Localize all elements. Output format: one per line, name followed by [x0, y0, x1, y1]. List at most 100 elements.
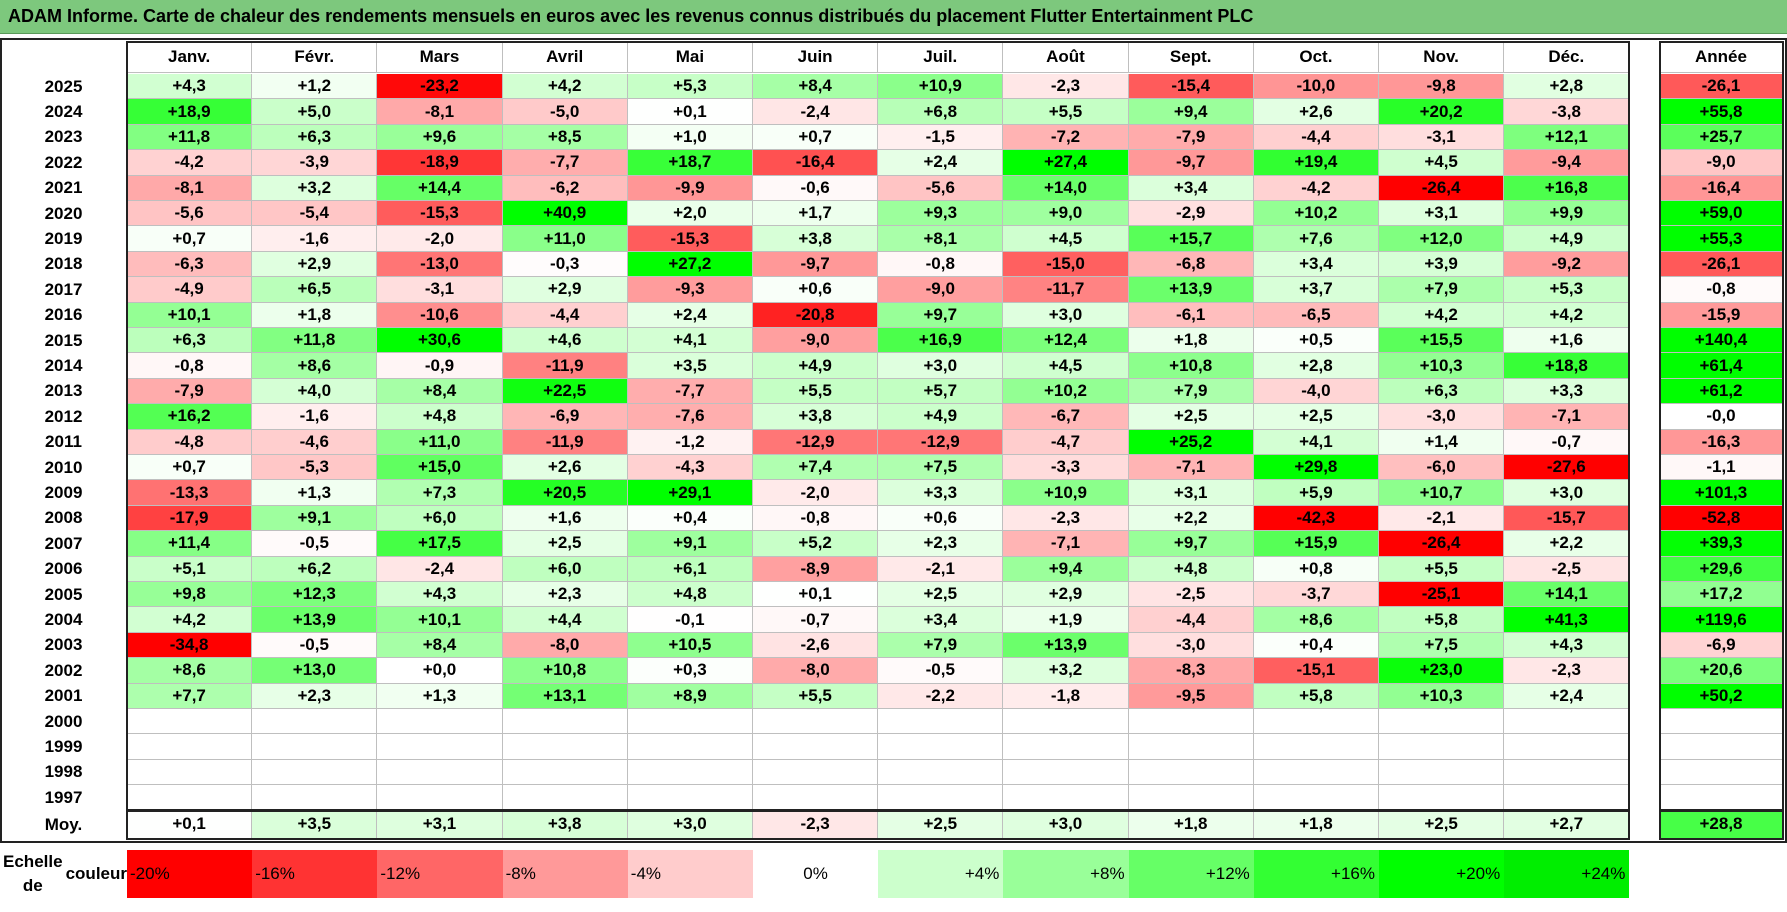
annual-cell [1660, 759, 1783, 786]
heatmap-cell [627, 759, 753, 786]
average-cell: +1,8 [1128, 810, 1254, 839]
heatmap-cell: +4,3 [127, 74, 253, 100]
heatmap-cell: +25,2 [1128, 429, 1254, 455]
heatmap-cell: +7,4 [753, 455, 879, 481]
heatmap-cell: -15,7 [1504, 505, 1630, 532]
heatmap-cell: +30,6 [377, 328, 503, 354]
heatmap-cell: -9,3 [627, 277, 753, 303]
heatmap-cell [502, 759, 628, 786]
heatmap-cell [127, 759, 253, 786]
heatmap-cell: -8,3 [1128, 658, 1254, 684]
heatmap-cell: +0,6 [878, 505, 1004, 532]
heatmap-cell: -26,4 [1379, 531, 1505, 557]
heatmap-cell: +3,5 [627, 353, 753, 379]
heatmap-cell [1003, 785, 1129, 811]
heatmap-cell: +14,0 [1003, 175, 1129, 201]
month-header: Oct. [1253, 42, 1379, 73]
heatmap-cell: +1,2 [252, 74, 378, 100]
color-scale-step: +4% [878, 850, 1004, 898]
heatmap-cell: -11,9 [502, 353, 628, 379]
heatmap-cell: +2,9 [1003, 582, 1129, 608]
heatmap-cell: +8,9 [627, 683, 753, 709]
heatmap-cell [1128, 709, 1254, 735]
color-scale-step: 0% [753, 850, 879, 898]
color-scale-step: -4% [627, 850, 753, 898]
heatmap-cell: +6,8 [878, 99, 1004, 125]
heatmap-cell [377, 734, 503, 760]
heatmap-cell: +2,2 [1504, 531, 1630, 557]
heatmap-cell [878, 785, 1004, 811]
average-cell: +3,8 [502, 810, 628, 839]
heatmap-cell: -2,5 [1128, 582, 1254, 608]
heatmap-cell: +8,1 [878, 226, 1004, 252]
heatmap-cell: +12,1 [1504, 124, 1630, 151]
color-scale-step: +16% [1253, 850, 1379, 898]
heatmap-cell: +11,4 [127, 531, 253, 557]
heatmap-cell: +12,4 [1003, 328, 1129, 354]
heatmap-cell: +6,0 [377, 505, 503, 532]
heatmap-cell: +9,4 [1003, 556, 1129, 582]
heatmap-cell [1379, 734, 1505, 760]
annual-cell: +55,8 [1660, 99, 1783, 125]
heatmap-cell: +10,7 [1379, 480, 1505, 506]
heatmap-cell [878, 709, 1004, 735]
annual-cell: -16,3 [1660, 429, 1783, 455]
annual-header: Année [1660, 42, 1783, 73]
heatmap-cell: -4,4 [1253, 124, 1379, 151]
year-label: 2024 [44, 102, 83, 122]
heatmap-cell: +7,9 [878, 632, 1004, 659]
heatmap-cell: +10,3 [1379, 683, 1505, 709]
heatmap-cell: -9,5 [1128, 683, 1254, 709]
heatmap-cell: -7,1 [1128, 455, 1254, 481]
heatmap-cell: +18,7 [627, 150, 753, 176]
heatmap-cell: +8,4 [377, 378, 503, 405]
heatmap-cell: -4,4 [1128, 607, 1254, 633]
month-header: Nov. [1379, 42, 1505, 73]
heatmap-cell: -7,1 [1504, 404, 1630, 430]
color-scale-label-line1: Echelle de [3, 852, 63, 895]
annual-cell: +61,4 [1660, 353, 1783, 379]
heatmap-cell: -42,3 [1253, 505, 1379, 532]
heatmap-cell: +3,2 [252, 175, 378, 201]
heatmap-cell: +7,7 [127, 683, 253, 709]
heatmap-cell: +3,8 [753, 404, 879, 430]
heatmap-cell: +10,2 [1253, 201, 1379, 227]
heatmap-cell: +27,4 [1003, 150, 1129, 176]
heatmap-cell: -15,3 [627, 226, 753, 252]
heatmap-cell: +3,3 [878, 480, 1004, 506]
heatmap-cell: -4,4 [502, 302, 628, 328]
heatmap-cell [627, 709, 753, 735]
heatmap-cell: +10,9 [878, 74, 1004, 100]
heatmap-cell [627, 785, 753, 811]
heatmap-cell: -0,1 [627, 607, 753, 633]
heatmap-cell [753, 785, 879, 811]
heatmap-cell: -0,7 [753, 607, 879, 633]
heatmap-cell: -6,5 [1253, 302, 1379, 328]
year-label: 1997 [44, 787, 83, 807]
heatmap-cell: +15,7 [1128, 226, 1254, 252]
color-scale-step: -16% [252, 850, 378, 898]
heatmap-cell: +4,9 [1504, 226, 1630, 252]
heatmap-cell: +5,3 [627, 74, 753, 100]
heatmap-cell: +4,2 [502, 74, 628, 100]
heatmap-cell: -2,5 [1504, 556, 1630, 582]
heatmap-cell: +1,8 [1128, 328, 1254, 354]
heatmap-cell: +9,7 [1128, 531, 1254, 557]
heatmap-cell: -0,5 [252, 531, 378, 557]
average-label: Moy. [44, 814, 83, 834]
heatmap-cell: +4,5 [1003, 226, 1129, 252]
month-header: Juin [753, 42, 879, 73]
average-cell: +3,0 [627, 810, 753, 839]
heatmap-cell: -7,9 [1128, 124, 1254, 151]
color-scale-label-line2: couleur [65, 864, 127, 883]
heatmap-cell: +7,6 [1253, 226, 1379, 252]
heatmap-cell: +23,0 [1379, 658, 1505, 684]
average-cell: +0,1 [127, 810, 253, 839]
heatmap-cell: -3,0 [1128, 632, 1254, 659]
heatmap-cell: -3,9 [252, 150, 378, 176]
annual-cell [1660, 734, 1783, 760]
year-label: 2014 [44, 356, 83, 376]
heatmap-cell: +3,0 [1504, 480, 1630, 506]
heatmap-cell: -4,2 [1253, 175, 1379, 201]
heatmap-cell: +12,3 [252, 582, 378, 608]
